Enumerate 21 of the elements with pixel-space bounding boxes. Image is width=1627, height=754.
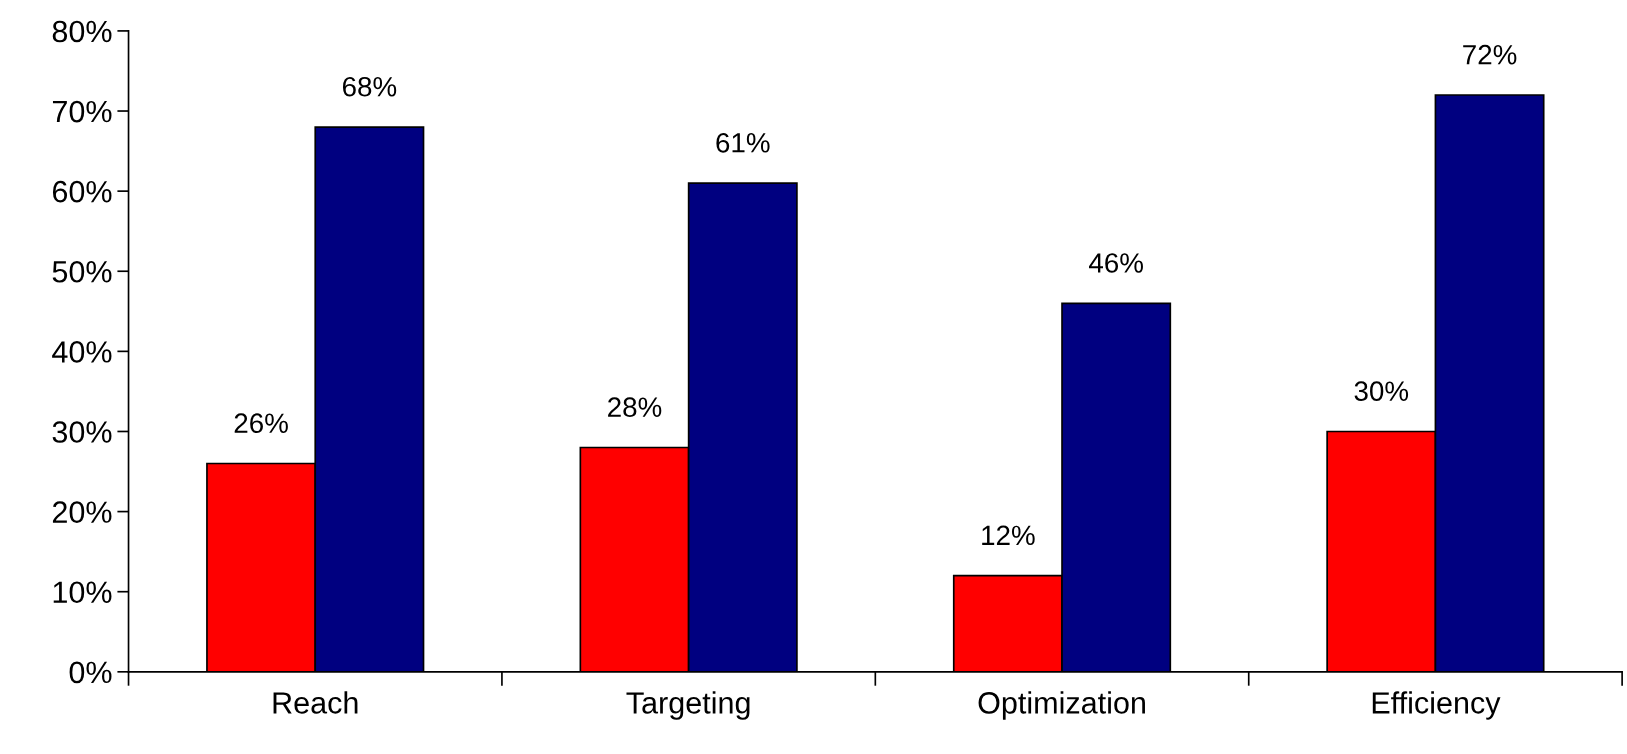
y-tick-label: 60% bbox=[52, 180, 112, 203]
y-tick-label: 0% bbox=[69, 661, 112, 684]
x-tick-label: Optimization bbox=[978, 691, 1145, 720]
x-tick-label: Reach bbox=[273, 691, 358, 714]
data-label: 30% bbox=[1354, 381, 1409, 401]
y-tick-label: 30% bbox=[52, 421, 112, 443]
data-label: 72% bbox=[1463, 44, 1517, 65]
data-label: 68% bbox=[342, 76, 397, 97]
data-label: 61% bbox=[716, 132, 770, 153]
data-label: 28% bbox=[608, 397, 662, 418]
y-tick-label: 20% bbox=[52, 501, 112, 523]
x-tick-label: Targeting bbox=[626, 691, 750, 720]
y-tick-label: 70% bbox=[52, 100, 112, 123]
y-tick-label: 40% bbox=[52, 341, 112, 363]
x-tick-label: Efficiency bbox=[1372, 691, 1501, 720]
y-tick-label: 50% bbox=[52, 260, 112, 283]
data-label: 26% bbox=[234, 413, 288, 434]
y-tick-label: 80% bbox=[52, 20, 112, 43]
y-tick-label: 10% bbox=[53, 581, 112, 604]
data-label: 12% bbox=[982, 525, 1035, 546]
data-label: 46% bbox=[1089, 253, 1143, 273]
